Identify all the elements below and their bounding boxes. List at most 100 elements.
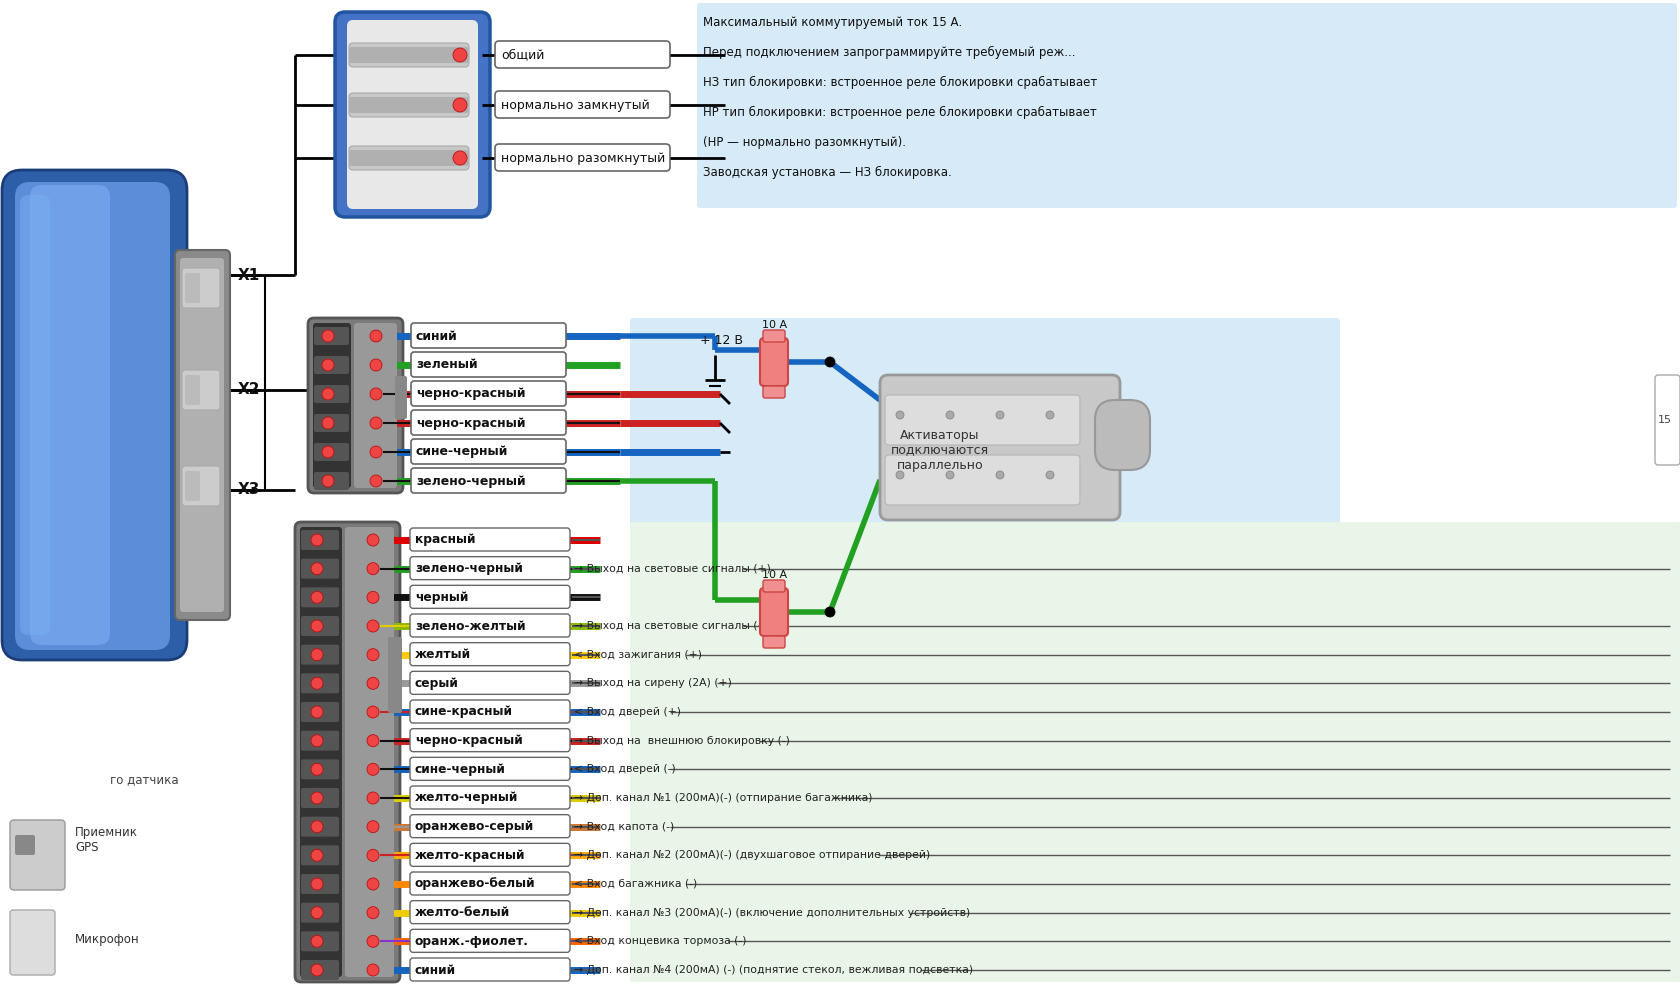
Circle shape [946,471,954,479]
Text: оранжево-белый: оранжево-белый [415,877,536,890]
Text: → Выход на сирену (2А) (+): → Выход на сирену (2А) (+) [573,678,731,688]
FancyBboxPatch shape [388,637,402,713]
FancyBboxPatch shape [299,527,341,977]
FancyBboxPatch shape [30,185,109,645]
FancyBboxPatch shape [410,872,570,895]
FancyBboxPatch shape [301,932,339,952]
FancyBboxPatch shape [410,900,570,924]
Circle shape [311,878,323,890]
FancyBboxPatch shape [879,375,1119,520]
Text: зелено-черный: зелено-черный [415,562,522,575]
Text: оранжево-серый: оранжево-серый [415,820,534,833]
FancyBboxPatch shape [349,43,469,67]
Circle shape [311,849,323,861]
FancyBboxPatch shape [301,788,339,808]
Circle shape [946,411,954,420]
Circle shape [311,906,323,918]
Text: → Доп. канал №1 (200мА)(-) (отпирание багажника): → Доп. канал №1 (200мА)(-) (отпирание ба… [573,793,872,803]
FancyBboxPatch shape [181,370,220,410]
FancyBboxPatch shape [314,385,349,403]
Circle shape [323,475,334,487]
Circle shape [366,964,378,976]
Text: черно-красный: черно-красный [415,387,526,400]
Circle shape [311,792,323,804]
Circle shape [323,359,334,371]
Circle shape [311,534,323,546]
Text: го датчика: го датчика [109,774,178,787]
Text: Перед подключением запрограммируйте требуемый реж...: Перед подключением запрограммируйте треб… [702,45,1075,58]
Text: черный: черный [415,591,469,604]
Circle shape [370,330,381,342]
Circle shape [996,411,1003,420]
Circle shape [366,936,378,948]
FancyBboxPatch shape [185,273,200,303]
Circle shape [311,821,323,833]
Circle shape [323,330,334,342]
Circle shape [311,706,323,718]
Text: → Выход на  внешнюю блокировку (-): → Выход на внешнюю блокировку (-) [573,735,790,745]
FancyBboxPatch shape [180,258,223,612]
Circle shape [366,706,378,718]
FancyBboxPatch shape [410,786,570,809]
Text: → Доп. канал №2 (200мА)(-) (двухшаговое отпирание дверей): → Доп. канал №2 (200мА)(-) (двухшаговое … [573,850,929,860]
Circle shape [311,562,323,574]
FancyBboxPatch shape [410,815,570,838]
FancyBboxPatch shape [410,643,570,666]
FancyBboxPatch shape [344,527,393,977]
Text: < Вход концевика тормоза (-): < Вход концевика тормоза (-) [573,937,746,947]
FancyBboxPatch shape [494,91,670,118]
FancyBboxPatch shape [630,522,1678,982]
FancyBboxPatch shape [349,146,469,170]
Circle shape [370,417,381,429]
Circle shape [366,792,378,804]
FancyBboxPatch shape [410,352,566,377]
Text: сине-красный: сине-красный [415,705,512,718]
Text: синий: синий [415,330,457,342]
Circle shape [370,475,381,487]
FancyBboxPatch shape [294,522,400,982]
Text: → Вход капота (-): → Вход капота (-) [573,822,674,832]
FancyBboxPatch shape [410,758,570,781]
Circle shape [825,607,835,617]
FancyBboxPatch shape [10,910,55,975]
Circle shape [1045,411,1053,420]
Circle shape [370,359,381,371]
FancyBboxPatch shape [763,636,785,648]
FancyBboxPatch shape [410,323,566,348]
Text: желто-черный: желто-черный [415,792,517,805]
FancyBboxPatch shape [314,414,349,432]
Circle shape [311,764,323,776]
Circle shape [895,471,904,479]
Circle shape [452,48,467,62]
Circle shape [323,417,334,429]
FancyBboxPatch shape [181,268,220,308]
Text: нормально замкнутый: нормально замкнутый [501,99,650,112]
FancyBboxPatch shape [301,616,339,636]
Text: 15: 15 [1656,415,1672,425]
Text: оранж.-фиолет.: оранж.-фиолет. [415,935,529,948]
FancyBboxPatch shape [759,338,788,386]
FancyBboxPatch shape [410,614,570,637]
Text: черно-красный: черно-красный [415,416,526,430]
Text: нормально разомкнутый: нормально разомкнутый [501,152,665,165]
Circle shape [366,764,378,776]
FancyBboxPatch shape [697,3,1677,208]
FancyBboxPatch shape [349,150,469,166]
Text: сине-черный: сине-черный [415,763,506,776]
FancyBboxPatch shape [307,318,403,493]
Circle shape [370,446,381,458]
FancyBboxPatch shape [175,250,230,620]
FancyBboxPatch shape [20,195,50,635]
Text: < Вход дверей (+): < Вход дверей (+) [573,707,680,717]
FancyBboxPatch shape [410,958,570,981]
Circle shape [452,151,467,165]
FancyBboxPatch shape [346,20,477,209]
Text: НР тип блокировки: встроенное реле блокировки срабатывает: НР тип блокировки: встроенное реле блоки… [702,106,1095,119]
Circle shape [366,677,378,689]
Circle shape [311,592,323,604]
Circle shape [366,620,378,632]
Text: → Выход на световые сигналы (+): → Выход на световые сигналы (+) [573,621,771,631]
Text: → Доп. канал №4 (200мА) (-) (поднятие стекол, вежливая подсветка): → Доп. канал №4 (200мА) (-) (поднятие ст… [573,965,973,975]
Circle shape [311,936,323,948]
FancyBboxPatch shape [185,375,200,405]
